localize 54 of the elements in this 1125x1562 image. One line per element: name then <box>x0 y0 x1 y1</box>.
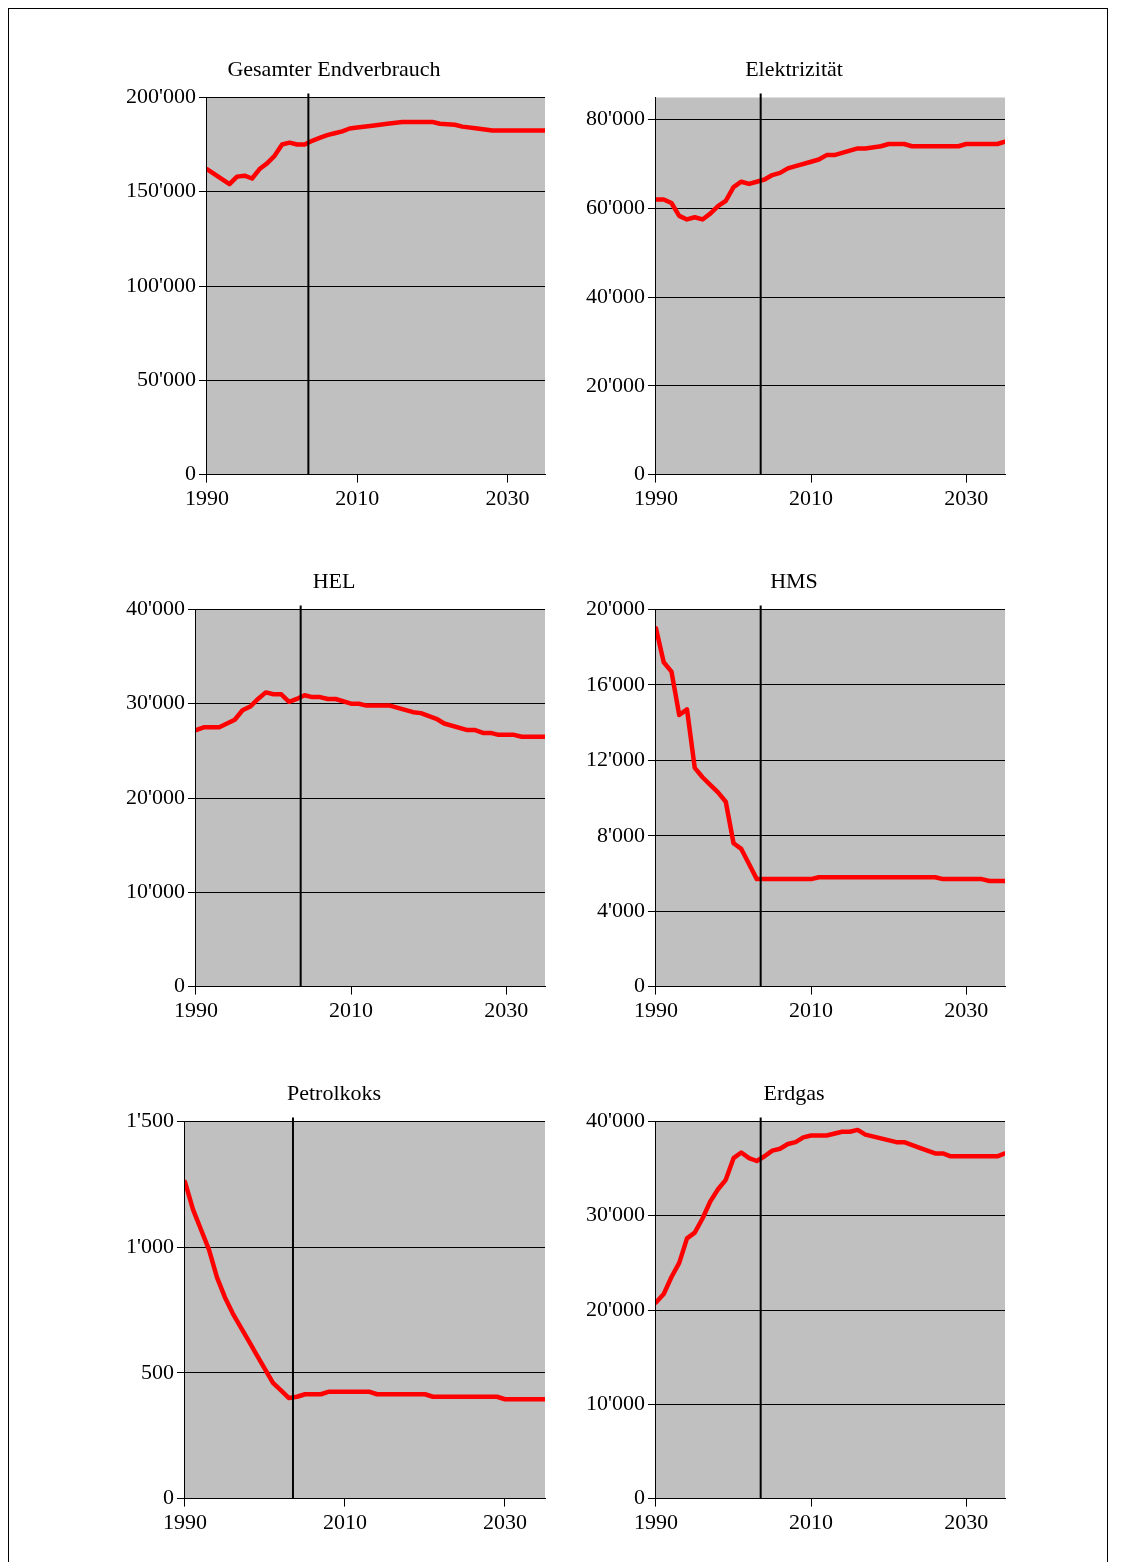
y-tick-label: 200'000 <box>126 83 196 109</box>
x-tick-label: 2010 <box>322 1508 367 1534</box>
x-tick-label: 2010 <box>789 996 834 1022</box>
y-tick-label: 60'000 <box>586 194 645 220</box>
y-tick-label: 12'000 <box>586 746 645 772</box>
y-tick-label: 0 <box>173 972 185 998</box>
y-tick-label: 20'000 <box>586 595 645 621</box>
x-tick-label: 2010 <box>335 484 380 510</box>
x-tick-label: 2030 <box>483 1508 527 1534</box>
y-tick-label: 1'000 <box>126 1232 174 1258</box>
x-tick-label: 1990 <box>633 996 678 1022</box>
y-tick-label: 40'000 <box>586 1107 645 1133</box>
x-tick-label: 2010 <box>789 1508 834 1534</box>
y-tick-label: 10'000 <box>586 1390 645 1416</box>
x-tick-label: 2030 <box>944 996 989 1022</box>
y-tick-label: 500 <box>140 1358 174 1384</box>
y-tick-label: 50'000 <box>137 366 196 392</box>
y-tick-label: 4'000 <box>597 896 645 922</box>
chart-title: HEL <box>312 567 356 593</box>
y-tick-label: 0 <box>633 972 645 998</box>
x-tick-label: 2010 <box>329 996 374 1022</box>
chart-title: Petrolkoks <box>286 1079 382 1105</box>
y-tick-label: 30'000 <box>586 1201 645 1227</box>
chart-title: HMS <box>770 567 818 593</box>
x-tick-label: 1990 <box>633 484 678 510</box>
y-tick-label: 0 <box>633 1484 645 1510</box>
x-tick-label: 2030 <box>944 484 989 510</box>
y-tick-label: 40'000 <box>126 595 185 621</box>
y-tick-label: 20'000 <box>126 783 185 809</box>
y-tick-label: 0 <box>184 460 196 486</box>
x-tick-label: 1990 <box>184 484 229 510</box>
y-tick-label: 40'000 <box>586 282 645 308</box>
y-tick-label: 16'000 <box>586 670 645 696</box>
y-tick-label: 20'000 <box>586 1295 645 1321</box>
x-tick-label: 1990 <box>173 996 218 1022</box>
x-tick-label: 2010 <box>789 484 834 510</box>
x-tick-label: 2030 <box>944 1508 989 1534</box>
x-tick-label: 1990 <box>633 1508 678 1534</box>
y-tick-label: 100'000 <box>126 271 196 297</box>
y-tick-label: 1'500 <box>126 1107 174 1133</box>
x-tick-label: 1990 <box>162 1508 207 1534</box>
chart-title: Elektrizität <box>745 55 843 81</box>
y-tick-label: 0 <box>633 460 645 486</box>
chart-title: Erdgas <box>763 1079 825 1105</box>
x-tick-label: 2030 <box>484 996 529 1022</box>
y-tick-label: 80'000 <box>586 105 645 131</box>
x-tick-label: 2030 <box>485 484 530 510</box>
y-tick-label: 20'000 <box>586 371 645 397</box>
y-tick-label: 30'000 <box>126 689 185 715</box>
y-tick-label: 10'000 <box>126 878 185 904</box>
y-tick-label: 8'000 <box>597 821 645 847</box>
chart-title: Gesamter Endverbrauch <box>227 55 441 81</box>
y-tick-label: 150'000 <box>126 177 196 203</box>
y-tick-label: 0 <box>162 1484 174 1510</box>
